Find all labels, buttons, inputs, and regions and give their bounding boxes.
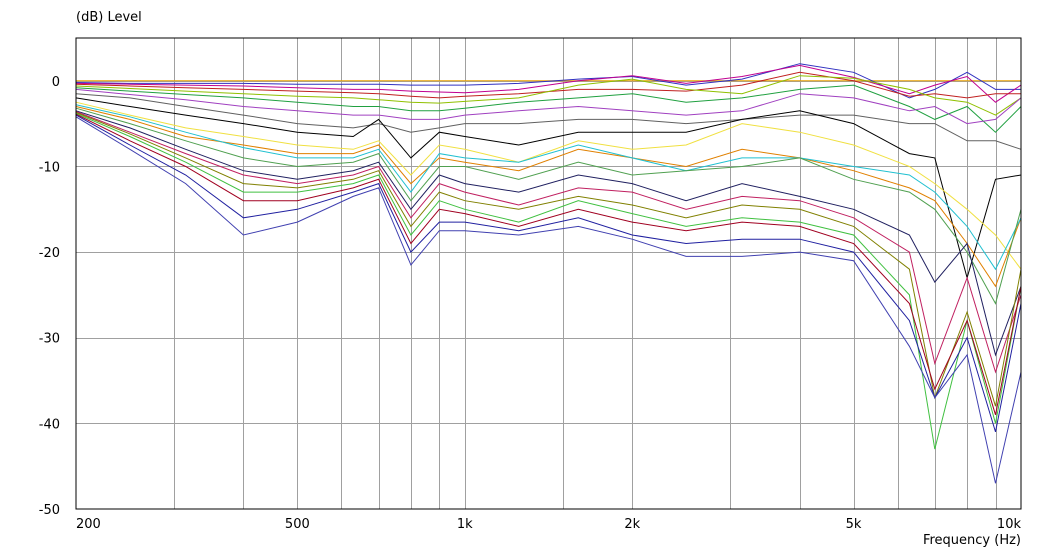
series-line-16 <box>75 112 1022 407</box>
series-line-13 <box>75 107 1022 305</box>
x-tick-label: 2k <box>624 517 640 532</box>
series-line-8 <box>75 93 1022 150</box>
y-axis-label: (dB) Level <box>76 10 142 25</box>
series-line-12 <box>75 104 1022 271</box>
plot-frame <box>75 37 1022 510</box>
x-tick-label: 10k <box>997 517 1022 532</box>
y-tick-label: -40 <box>39 417 60 432</box>
y-tick-label: 0 <box>52 75 60 90</box>
series-line-18 <box>75 113 1022 415</box>
x-tick-label: 200 <box>76 517 101 532</box>
series-line-3 <box>75 64 1022 103</box>
y-tick-label: -50 <box>39 503 60 518</box>
series-line-17 <box>75 112 1022 450</box>
series-line-6 <box>75 84 1022 133</box>
series-line-20 <box>75 116 1022 484</box>
x-tick-label: 5k <box>846 517 862 532</box>
y-tick-label: -20 <box>39 246 60 261</box>
series-line-5 <box>75 75 1022 116</box>
x-tick-labels: 200 500 1k 2k 5k 10k <box>76 517 1021 532</box>
y-tick-label: -30 <box>39 332 60 347</box>
series-line-11 <box>75 106 1022 288</box>
series-line-7 <box>75 88 1022 125</box>
series-line-14 <box>75 110 1022 357</box>
series-group <box>75 63 1022 484</box>
x-axis-label: Frequency (Hz) <box>923 533 1021 548</box>
y-tick-label: -10 <box>39 160 60 175</box>
series-line-10 <box>75 101 1022 270</box>
series-line-19 <box>75 114 1022 433</box>
series-line-9 <box>75 97 1022 280</box>
series-line-15 <box>75 111 1022 374</box>
x-tick-label: 1k <box>457 517 473 532</box>
x-tick-label: 500 <box>285 517 310 532</box>
y-tick-labels: 0 -10 -20 -30 -40 -50 <box>39 75 60 518</box>
